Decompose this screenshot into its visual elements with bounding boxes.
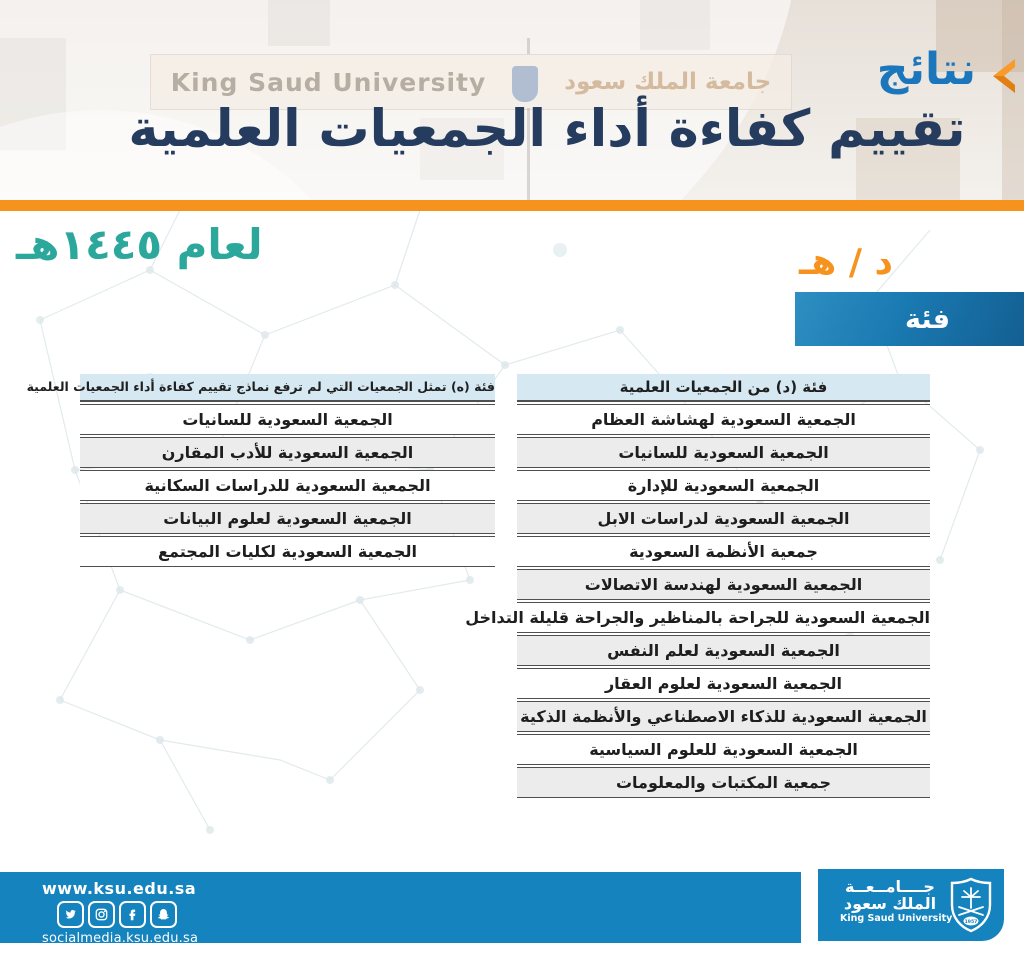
society-name: الجمعية السعودية للسانيات [618,443,829,462]
table-category-h: فئة (ه) تمثل الجمعيات التي لم ترفع نماذج… [27,374,495,569]
table-row: الجمعية السعودية لعلوم العقار [517,668,930,699]
table-row: الجمعية السعودية لدراسات الابل [517,503,930,534]
society-name: جمعية الأنظمة السعودية [629,542,818,561]
website-link[interactable]: www.ksu.edu.sa [42,879,197,898]
society-name: الجمعية السعودية للذكاء الاصطناعي والأنظ… [520,707,927,726]
chevron-left-icon [993,59,1015,93]
society-name: الجمعية السعودية لدراسات الابل [597,509,850,528]
category-letters: د / هـ [799,242,893,283]
table-row: الجمعية السعودية لعلوم البيانات [80,503,495,534]
year-label: لعام ١٤٤٥هـ [16,220,263,269]
category-box-label: فئة [904,303,951,335]
snapchat-icon[interactable] [150,901,177,928]
table-row: الجمعية السعودية للذكاء الاصطناعي والأنظ… [517,701,930,732]
table-category-d-header: فئة (د) من الجمعيات العلمية [517,374,930,402]
footer-social-bar: www.ksu.edu.sa socialmedia.ksu.edu.sa [0,872,801,946]
society-name: الجمعية السعودية للجراحة بالمناظير والجر… [465,608,930,627]
photo-wall [1002,0,1024,200]
society-name: الجمعية السعودية لكليات المجتمع [158,542,417,561]
table-row: الجمعية السعودية لهندسة الاتصالات [517,569,930,600]
social-icons-row [42,901,192,928]
results-heading: نتائج [830,44,1020,104]
photo-window [856,118,960,200]
facebook-icon[interactable] [119,901,146,928]
table-category-h-header: فئة (ه) تمثل الجمعيات التي لم ترفع نماذج… [27,374,495,402]
sign-text-ar: جامعة الملك سعود [564,69,772,95]
results-label: نتائج [876,44,976,95]
society-name: الجمعية السعودية للأدب المقارن [161,443,414,462]
divider-bar [0,200,1024,211]
ksu-logo-ar-line2: الملك سعود [843,894,937,913]
sign-pole [527,38,530,54]
table-row: الجمعية السعودية لكليات المجتمع [80,536,495,567]
table-row: الجمعية السعودية للإدارة [517,470,930,501]
table-row: الجمعية السعودية لعلم النفس [517,635,930,666]
society-name: الجمعية السعودية لهندسة الاتصالات [584,575,863,594]
sign-text-en: King Saud University [170,67,487,97]
instagram-icon[interactable] [88,901,115,928]
ksu-logo-en: King Saud University [840,913,953,924]
table-category-h-body: الجمعية السعودية للسانيات الجمعية السعود… [80,404,495,567]
society-name: الجمعية السعودية للإدارة [627,476,820,495]
photo-window [936,0,1024,72]
table-row: الجمعية السعودية للعلوم السياسية [517,734,930,765]
table-row: جمعية المكتبات والمعلومات [517,767,930,798]
header-photo: King Saud University جامعة الملك سعود نت… [0,0,1024,200]
table-category-d-body: الجمعية السعودية لهشاشة العظام الجمعية ا… [465,404,930,798]
table-row: الجمعية السعودية للسانيات [80,404,495,435]
ksu-logo-text: جــــامــعــة الملك سعود King Saud Unive… [840,877,953,925]
table-row: الجمعية السعودية للأدب المقارن [80,437,495,468]
footer-social-block: www.ksu.edu.sa socialmedia.ksu.edu.sa [42,879,199,946]
ksu-logo-ar-line1: جــــامــعــة [845,877,935,896]
society-name: الجمعية السعودية للدراسات السكانية [144,476,431,495]
table-row: الجمعية السعودية للجراحة بالمناظير والجر… [465,602,930,633]
society-name: الجمعية السعودية لعلم النفس [607,641,840,660]
footer-logo: جــــامــعــة الملك سعود King Saud Unive… [818,869,1004,941]
ksu-shield-icon: 1957 [950,877,992,933]
society-name: الجمعية السعودية للسانيات [182,410,393,429]
society-name: جمعية المكتبات والمعلومات [615,773,832,792]
society-name: الجمعية السعودية للعلوم السياسية [589,740,858,759]
table-category-d: فئة (د) من الجمعيات العلمية الجمعية السع… [465,374,930,800]
socialmedia-link[interactable]: socialmedia.ksu.edu.sa [42,931,199,946]
ksu-shield-sign-icon [512,66,539,102]
ksu-logo-year: 1957 [965,919,978,925]
category-box: فئة [795,292,1024,346]
table-row: الجمعية السعودية للسانيات [517,437,930,468]
twitter-icon[interactable] [57,901,84,928]
page-title: تقييم كفاءة أداء الجمعيات العلمية [128,100,966,159]
table-row: الجمعية السعودية للدراسات السكانية [80,470,495,501]
society-name: الجمعية السعودية لهشاشة العظام [591,410,856,429]
table-row: جمعية الأنظمة السعودية [517,536,930,567]
society-name: الجمعية السعودية لعلوم البيانات [163,509,412,528]
society-name: الجمعية السعودية لعلوم العقار [604,674,843,693]
table-row: الجمعية السعودية لهشاشة العظام [517,404,930,435]
